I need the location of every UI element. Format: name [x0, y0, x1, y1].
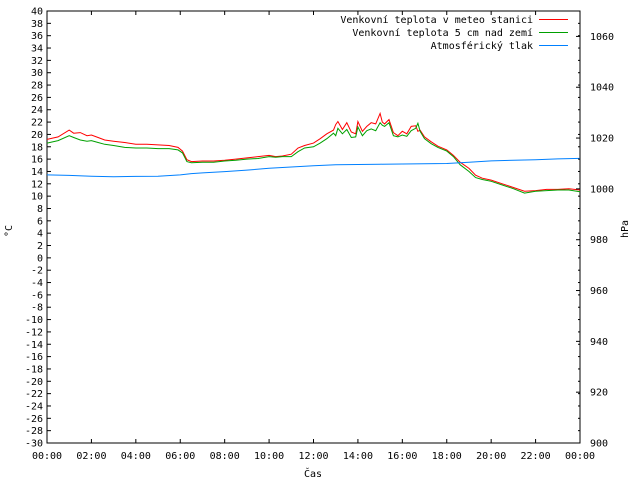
y-tick-label: 10 [31, 192, 43, 203]
y-tick-label: -22 [25, 389, 43, 400]
plot-area-frame [46, 10, 581, 444]
y-tick-label: 34 [31, 44, 43, 55]
y-tick-label: -30 [25, 439, 43, 450]
y2-tick-label: 920 [590, 388, 608, 399]
y-tick-label: 30 [31, 68, 43, 79]
x-tick-label: 18:00 [432, 451, 462, 462]
y-tick-label: -20 [25, 377, 43, 388]
y2-tick-label: 960 [590, 286, 608, 297]
legend-label-1: Venkovní teplota 5 cm nad zemí [352, 27, 533, 39]
y2-tick-label: 1060 [590, 32, 614, 43]
x-tick-label: 10:00 [254, 451, 284, 462]
y-tick-label: 18 [31, 142, 43, 153]
legend-label-2: Atmosférický tlak [431, 40, 533, 52]
y-axis-label: °C [4, 225, 15, 237]
y-tick-label: -24 [25, 401, 43, 412]
y-tick-label: -10 [25, 315, 43, 326]
y2-tick-label: 900 [590, 439, 608, 450]
y2-tick-label: 1000 [590, 184, 614, 195]
series-line-1 [46, 121, 581, 194]
y2-tick-label: 1040 [590, 83, 614, 94]
y-tick-label: 22 [31, 118, 43, 129]
series-layer [46, 111, 581, 194]
legend: Venkovní teplota v meteo staniciVenkovní… [340, 14, 568, 52]
y-tick-label: 32 [31, 56, 43, 67]
y-tick-label: -28 [25, 426, 43, 437]
y-tick-label: 8 [37, 204, 43, 215]
y-tick-label: -6 [31, 290, 43, 301]
x-tick-label: 14:00 [343, 451, 373, 462]
tick-layer: 4038363432302826242220181614121086420-2-… [25, 7, 614, 463]
y-tick-label: 40 [31, 7, 43, 18]
y-tick-label: 2 [37, 241, 43, 252]
x-tick-label: 12:00 [298, 451, 328, 462]
x-tick-label: 16:00 [387, 451, 417, 462]
x-tick-label: 08:00 [210, 451, 240, 462]
y-tick-label: 4 [37, 229, 43, 240]
y-tick-label: -26 [25, 414, 43, 425]
y-tick-label: 6 [37, 216, 43, 227]
y-tick-label: 28 [31, 81, 43, 92]
y-tick-label: 16 [31, 155, 43, 166]
y-tick-label: 26 [31, 93, 43, 104]
y2-axis-label: hPa [620, 220, 631, 238]
y-tick-label: -8 [31, 303, 43, 314]
x-tick-label: 04:00 [121, 451, 151, 462]
y-tick-label: 12 [31, 179, 43, 190]
y-tick-label: -2 [31, 266, 43, 277]
series-line-0 [46, 111, 581, 192]
y-tick-label: -16 [25, 352, 43, 363]
y2-tick-label: 940 [590, 337, 608, 348]
y2-tick-label: 1020 [590, 134, 614, 145]
y2-tick-label: 980 [590, 235, 608, 246]
x-tick-label: 20:00 [476, 451, 506, 462]
x-tick-label: 02:00 [76, 451, 106, 462]
y-tick-label: -18 [25, 364, 43, 375]
x-axis-label: Čas [304, 467, 322, 480]
y-tick-label: 14 [31, 167, 43, 178]
series-line-2 [46, 157, 581, 178]
x-tick-label: 00:00 [32, 451, 62, 462]
x-tick-label: 00:00 [565, 451, 595, 462]
legend-label-0: Venkovní teplota v meteo stanici [340, 14, 533, 26]
y-tick-label: 38 [31, 19, 43, 30]
y-tick-label: -14 [25, 340, 43, 351]
y-tick-label: 20 [31, 130, 43, 141]
x-tick-label: 22:00 [521, 451, 551, 462]
y-tick-label: -12 [25, 327, 43, 338]
y-tick-label: 36 [31, 31, 43, 42]
y-tick-label: -4 [31, 278, 43, 289]
y-tick-label: 24 [31, 105, 43, 116]
x-tick-label: 06:00 [165, 451, 195, 462]
y-tick-label: 0 [37, 253, 43, 264]
